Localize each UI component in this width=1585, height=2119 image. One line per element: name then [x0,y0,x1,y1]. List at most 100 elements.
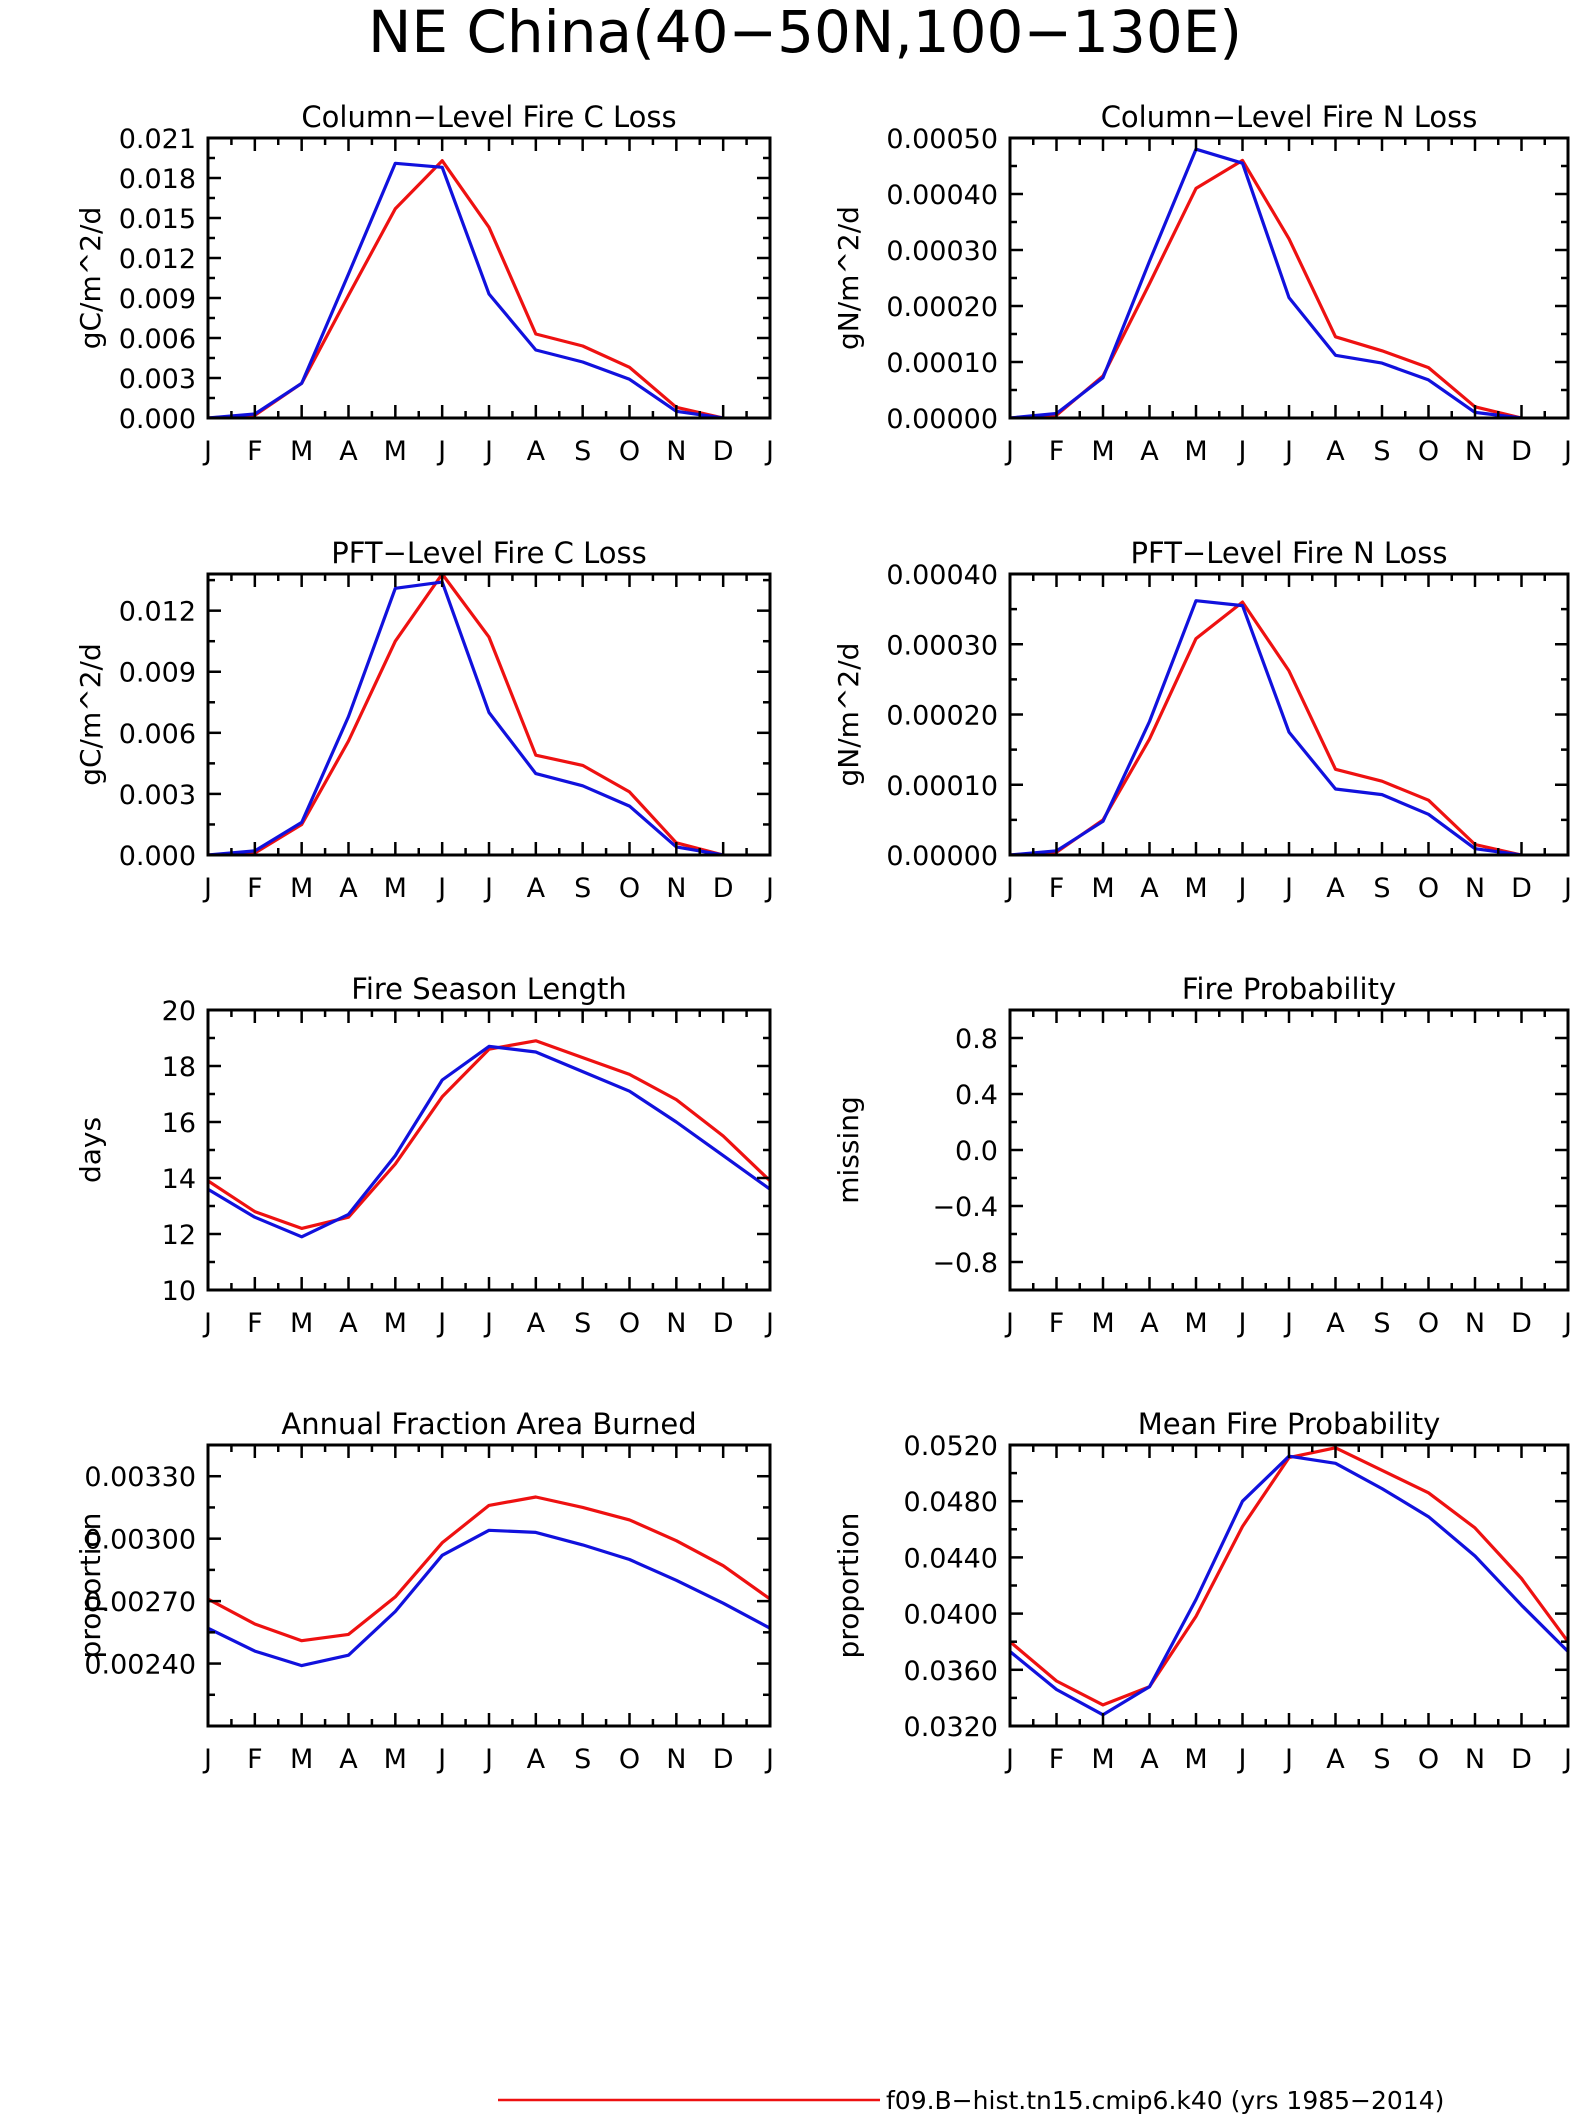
y-tick-label: 0.012 [119,244,196,275]
series-line-2 [1010,147,1522,418]
x-tick-label: J [764,873,774,904]
x-tick-label: J [1562,873,1572,904]
y-tick-label: 0.009 [119,658,196,689]
series-line-2 [208,1044,770,1239]
x-tick-label: A [1326,1308,1345,1339]
x-tick-label: F [1049,1744,1065,1775]
y-tick-label: 0.00000 [886,841,998,872]
x-tick-label: N [1465,1744,1485,1775]
y-tick-label: 0.0320 [904,1712,998,1743]
x-tick-label: M [1184,436,1207,467]
panel-title: Column−Level Fire N Loss [1101,100,1478,134]
x-tick-label: M [290,1744,313,1775]
panel-title: Mean Fire Probability [1138,1407,1441,1441]
plot-frame [206,136,772,420]
y-tick-label: 0.00000 [886,404,998,435]
y-tick-label: 0.015 [119,204,196,235]
series-line-1 [208,159,724,418]
x-tick-label: A [339,436,358,467]
plot-frame [206,1008,772,1292]
x-tick-label: M [384,1308,407,1339]
x-tick-label: J [1004,873,1014,904]
x-tick-label: J [436,1308,446,1339]
y-tick-label: 0.8 [955,1024,998,1055]
x-tick-label: J [1237,873,1247,904]
series-line-2 [1010,599,1522,855]
y-tick-label: 0.0520 [904,1431,998,1462]
panel-title: PFT−Level Fire C Loss [331,536,647,570]
y-tick-label: 0.006 [119,719,196,750]
x-tick-label: J [202,1744,212,1775]
y-tick-label: 0.00030 [886,630,998,661]
x-tick-label: F [247,436,263,467]
y-tick-label: 12 [162,1220,196,1251]
x-tick-label: A [1140,873,1159,904]
y-axis-label: gN/m^2/d [832,643,865,787]
x-tick-label: D [1511,873,1532,904]
x-tick-label: D [713,1308,734,1339]
x-tick-label: S [1373,1744,1390,1775]
x-tick-label: M [1091,1744,1114,1775]
x-tick-label: M [384,1744,407,1775]
panel-title: Column−Level Fire C Loss [301,100,676,134]
x-tick-label: F [1049,436,1065,467]
x-tick-label: M [1091,1308,1114,1339]
x-tick-label: J [1562,1744,1572,1775]
x-tick-label: A [339,1744,358,1775]
x-tick-label: S [1373,873,1390,904]
y-tick-label: 0.00300 [84,1525,196,1556]
x-tick-label: J [764,1308,774,1339]
y-tick-label: 0.0440 [904,1543,998,1574]
plot-frame [1008,572,1570,857]
y-axis-label: gC/m^2/d [74,207,107,350]
x-tick-label: O [619,436,640,467]
x-tick-label: J [1004,436,1014,467]
page-title: NE China(40−50N,100−130E) [368,0,1242,66]
x-tick-label: D [1511,436,1532,467]
x-tick-label: J [764,436,774,467]
x-tick-label: J [202,436,212,467]
x-tick-label: J [1237,1744,1247,1775]
x-tick-label: J [436,873,446,904]
y-tick-label: 0.0 [955,1136,998,1167]
y-tick-label: 0.4 [955,1080,998,1111]
y-tick-label: 20 [162,996,196,1027]
series-line-1 [208,1495,770,1643]
x-tick-label: D [1511,1308,1532,1339]
x-tick-label: A [1140,1308,1159,1339]
x-tick-label: O [619,873,640,904]
y-tick-label: 0.00040 [886,560,998,591]
x-tick-label: N [1465,436,1485,467]
y-tick-label: −0.4 [932,1192,998,1223]
x-tick-label: J [1283,1308,1293,1339]
x-tick-label: J [1283,873,1293,904]
y-axis-label: missing [832,1096,865,1204]
panel-title: Fire Season Length [351,972,626,1006]
x-tick-label: J [1237,436,1247,467]
x-tick-label: M [290,873,313,904]
x-tick-label: A [339,873,358,904]
x-tick-label: J [764,1744,774,1775]
x-tick-label: D [713,1744,734,1775]
x-tick-label: O [1418,1308,1439,1339]
x-tick-label: D [1511,1744,1532,1775]
x-tick-label: J [1562,1308,1572,1339]
y-tick-label: 0.00010 [886,348,998,379]
y-tick-label: 0.00240 [84,1650,196,1681]
y-tick-label: 0.0400 [904,1600,998,1631]
y-tick-label: 0.00030 [886,236,998,267]
x-tick-label: S [574,1744,591,1775]
x-tick-label: M [1184,1744,1207,1775]
plot-frame [1008,1443,1570,1728]
x-tick-label: O [619,1308,640,1339]
x-tick-label: O [619,1744,640,1775]
x-tick-label: J [1004,1744,1014,1775]
y-tick-label: 0.021 [119,124,196,155]
x-tick-label: N [1465,1308,1485,1339]
x-tick-label: A [339,1308,358,1339]
x-tick-label: F [247,1744,263,1775]
